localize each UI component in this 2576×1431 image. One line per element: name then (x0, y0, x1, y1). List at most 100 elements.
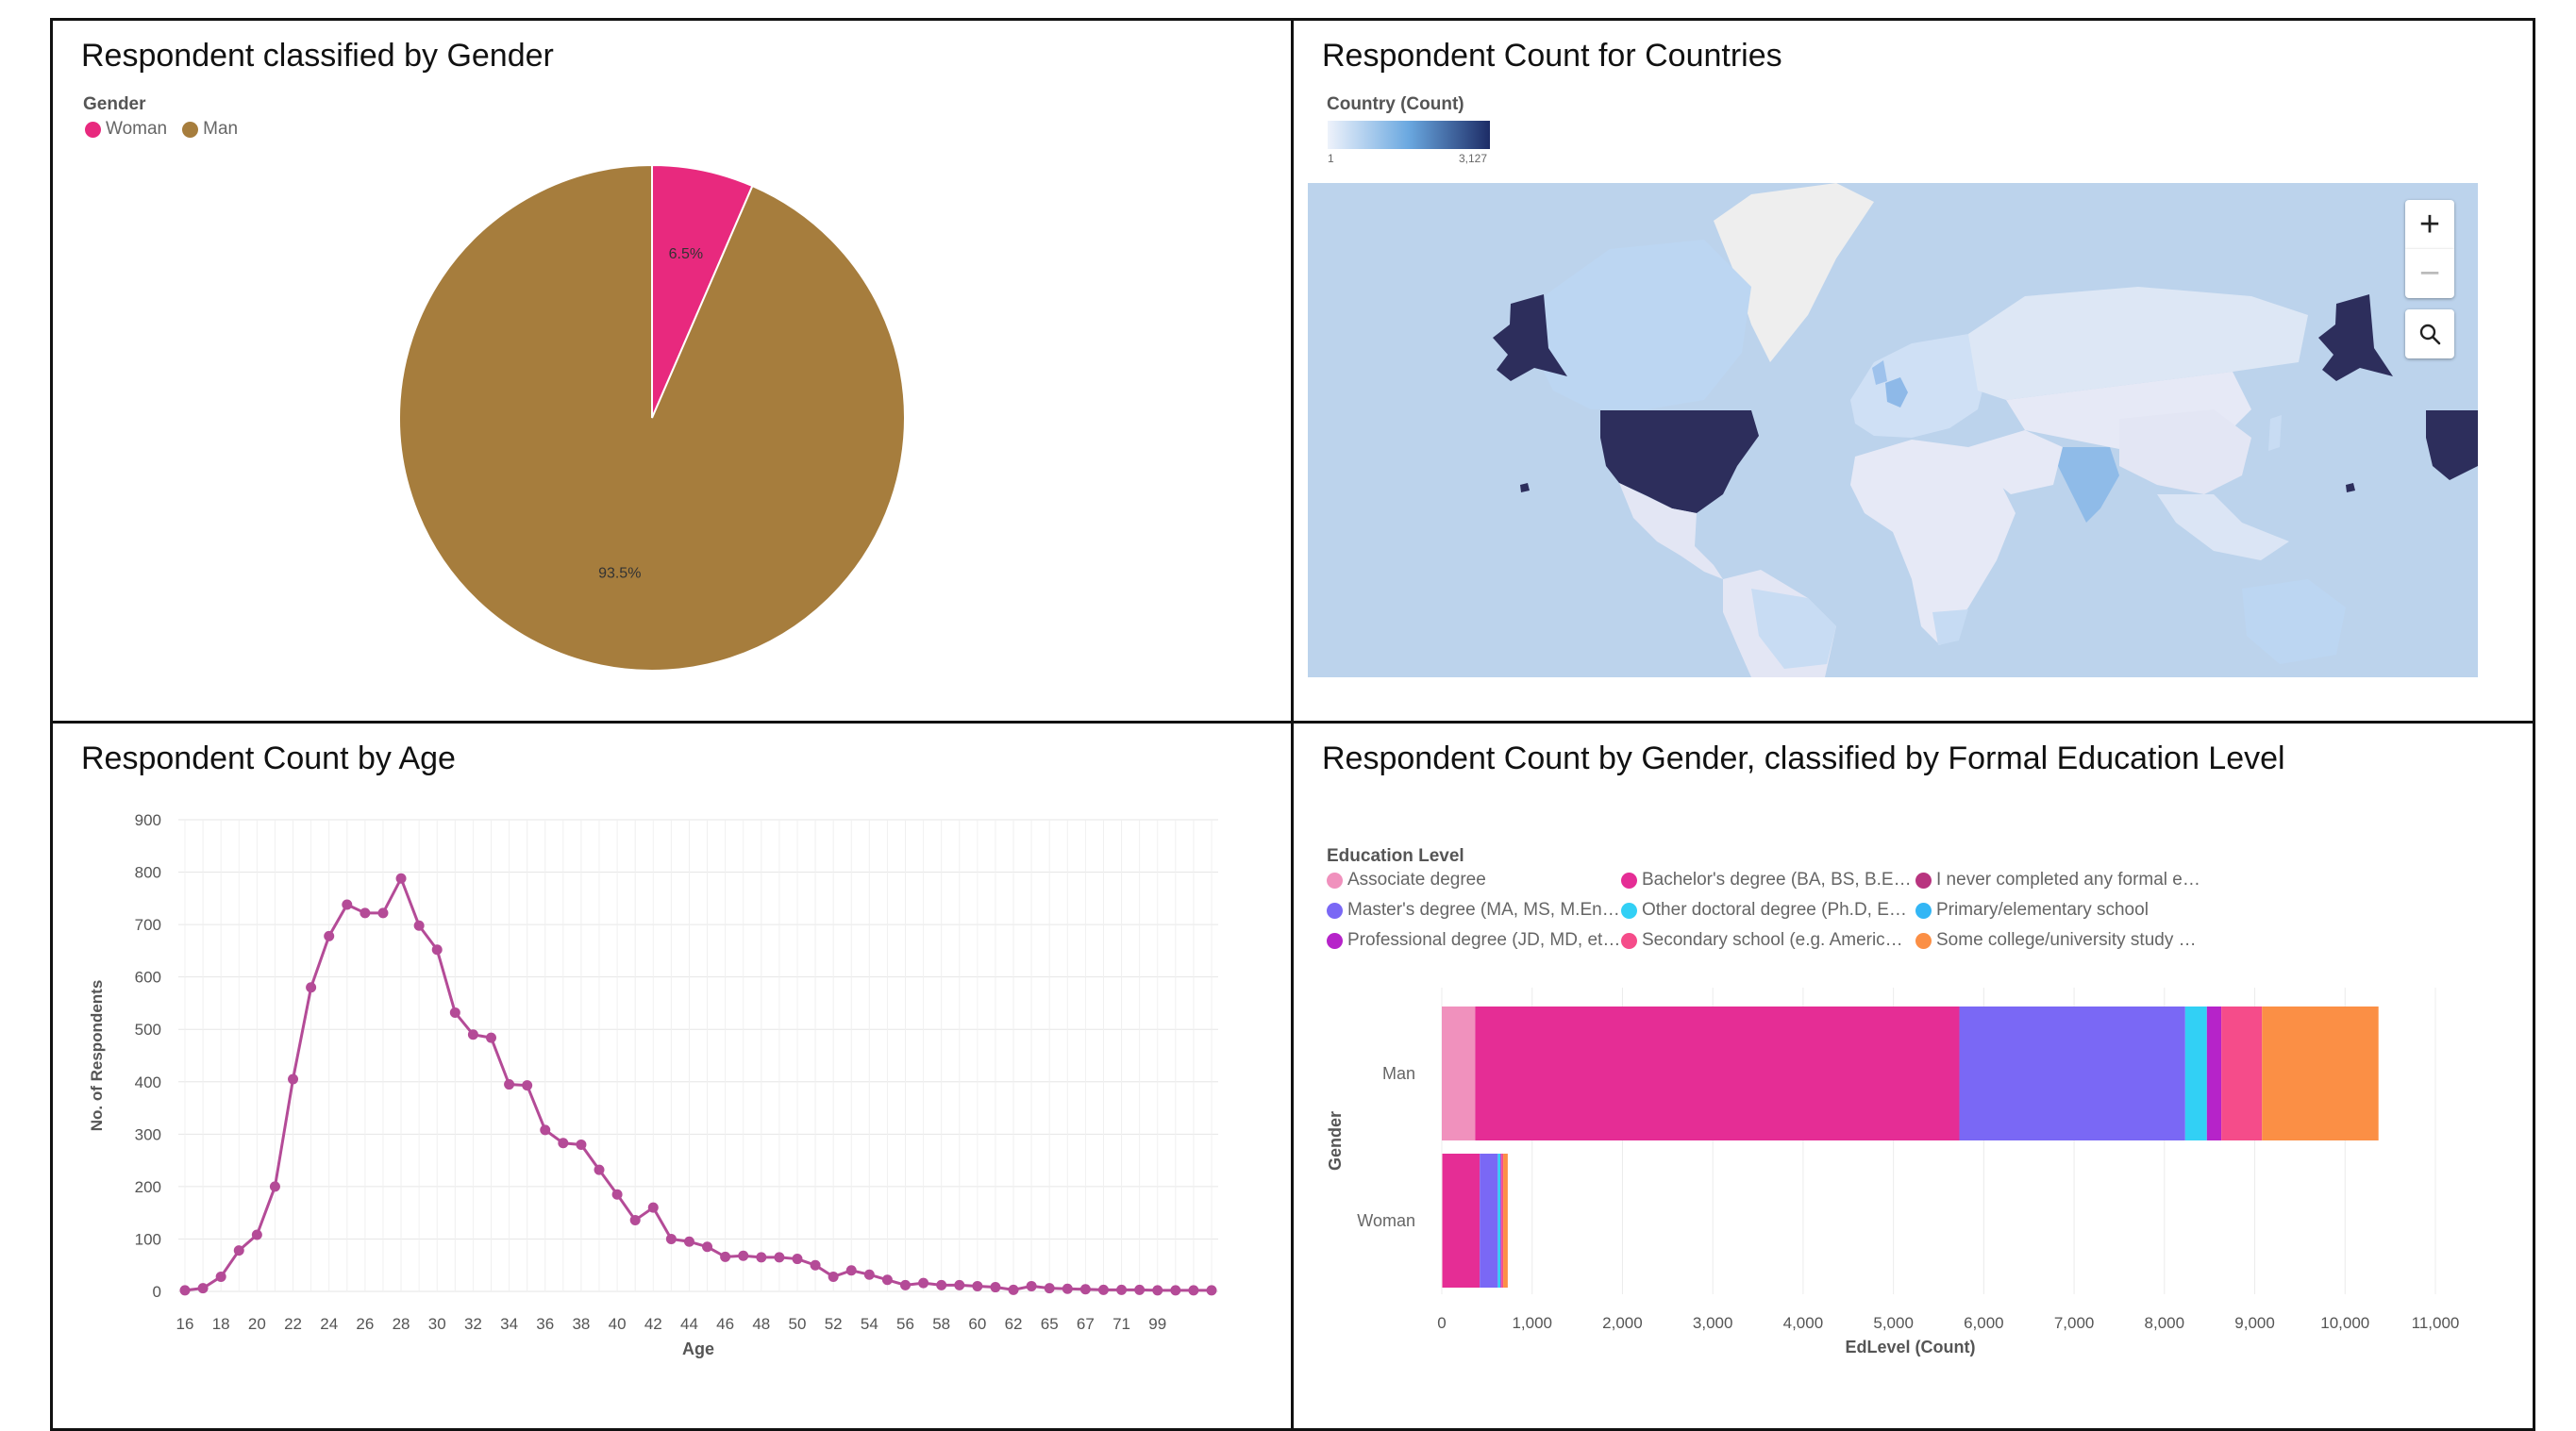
x-tick-label: 0 (1437, 1314, 1446, 1332)
age-data-point[interactable] (594, 1164, 605, 1175)
world-map-svg (1308, 183, 2478, 677)
age-data-point[interactable] (215, 1271, 226, 1282)
age-data-point[interactable] (900, 1279, 912, 1290)
age-data-point[interactable] (1079, 1284, 1091, 1295)
age-data-point[interactable] (756, 1252, 767, 1263)
age-data-point[interactable] (1097, 1284, 1109, 1295)
legend-label-man[interactable]: Man (203, 119, 239, 139)
map-search-button[interactable] (2405, 309, 2454, 358)
bar-segment[interactable] (1442, 1154, 1480, 1288)
bar-segment[interactable] (1959, 1007, 2185, 1140)
age-data-point[interactable] (702, 1241, 713, 1253)
age-data-point[interactable] (233, 1245, 244, 1256)
age-data-point[interactable] (1044, 1283, 1055, 1294)
bar-segment[interactable] (1503, 1154, 1508, 1288)
age-data-point[interactable] (395, 873, 407, 884)
bar-segment[interactable] (1480, 1154, 1498, 1288)
education-legend-item[interactable]: Associate degree (1327, 870, 1486, 890)
age-data-point[interactable] (611, 1189, 623, 1200)
bar-segment[interactable] (1442, 1007, 1476, 1140)
age-data-point[interactable] (413, 920, 425, 931)
pie-slice-woman[interactable] (651, 163, 754, 419)
x-tick-label: 40 (609, 1315, 627, 1333)
age-data-point[interactable] (990, 1282, 1001, 1293)
legend-swatch-woman (85, 121, 101, 138)
age-data-point[interactable] (269, 1181, 280, 1192)
age-data-point[interactable] (449, 1007, 460, 1018)
bar-segment[interactable] (2262, 1007, 2379, 1140)
education-legend-item[interactable]: Primary/elementary school (1915, 900, 2149, 921)
age-data-point[interactable] (863, 1269, 875, 1280)
bar-segment[interactable] (1500, 1154, 1502, 1288)
age-data-point[interactable] (504, 1079, 515, 1090)
age-data-point[interactable] (647, 1202, 659, 1213)
age-data-point[interactable] (431, 944, 443, 956)
age-data-point[interactable] (845, 1265, 857, 1276)
age-data-point[interactable] (810, 1259, 821, 1271)
bar-segment[interactable] (2206, 1007, 2222, 1140)
age-data-point[interactable] (1134, 1284, 1146, 1295)
education-legend-item[interactable]: Other doctoral degree (Ph.D, E… (1621, 900, 1907, 921)
europe-shape (1850, 334, 1987, 438)
age-data-point[interactable] (558, 1138, 569, 1149)
bar-segment[interactable] (1475, 1007, 1960, 1140)
education-legend-item[interactable]: I never completed any formal e… (1915, 870, 2200, 890)
age-data-point[interactable] (1206, 1285, 1217, 1296)
age-data-point[interactable] (683, 1236, 694, 1247)
age-data-point[interactable] (179, 1285, 191, 1296)
age-data-point[interactable] (738, 1250, 749, 1261)
age-data-point[interactable] (828, 1271, 839, 1282)
age-data-point[interactable] (540, 1124, 551, 1136)
age-data-point[interactable] (197, 1283, 209, 1294)
education-legend-item[interactable]: Bachelor's degree (BA, BS, B.E… (1621, 870, 1912, 890)
bar-segment[interactable] (2221, 1007, 2263, 1140)
age-data-point[interactable] (342, 899, 353, 910)
bar-segment[interactable] (1501, 1154, 1504, 1288)
age-data-point[interactable] (629, 1214, 641, 1225)
x-tick-label: 54 (861, 1315, 878, 1333)
age-panel: Respondent Count by Age 0 100 200 300 400 500… (53, 724, 1291, 1428)
age-data-point[interactable] (360, 907, 371, 919)
zoom-out-button[interactable]: − (2405, 249, 2454, 298)
age-data-point[interactable] (1188, 1285, 1199, 1296)
legend-label: Primary/elementary school (1936, 900, 2149, 920)
age-data-point[interactable] (288, 1073, 299, 1085)
bar-segment[interactable] (1497, 1154, 1501, 1288)
age-data-point[interactable] (377, 907, 389, 919)
age-data-point[interactable] (576, 1139, 587, 1150)
middle-east-shape (1968, 430, 2063, 494)
age-data-point[interactable] (1026, 1280, 1037, 1291)
age-data-point[interactable] (467, 1029, 478, 1040)
pie-slice-man[interactable] (398, 163, 906, 672)
education-legend-item[interactable]: Some college/university study … (1915, 930, 2197, 951)
age-data-point[interactable] (720, 1251, 731, 1262)
age-data-point[interactable] (251, 1229, 262, 1240)
age-data-point[interactable] (522, 1080, 533, 1091)
age-data-point[interactable] (1062, 1283, 1073, 1294)
age-data-point[interactable] (881, 1274, 893, 1286)
x-tick-label: 67 (1077, 1315, 1095, 1333)
age-data-point[interactable] (936, 1279, 947, 1290)
education-legend-item[interactable]: Professional degree (JD, MD, et… (1327, 930, 1620, 951)
age-data-point[interactable] (918, 1277, 929, 1289)
education-legend-item[interactable]: Master's degree (MA, MS, M.En… (1327, 900, 1620, 921)
age-data-point[interactable] (792, 1254, 803, 1265)
age-data-point[interactable] (324, 930, 335, 941)
legend-label-woman[interactable]: Woman (106, 119, 168, 139)
age-data-point[interactable] (306, 982, 317, 993)
age-data-point[interactable] (1152, 1285, 1163, 1296)
legend-swatch (1327, 902, 1343, 919)
age-data-point[interactable] (1170, 1285, 1181, 1296)
age-data-point[interactable] (665, 1233, 677, 1244)
world-map[interactable]: + − (1308, 183, 2478, 677)
zoom-in-button[interactable]: + (2405, 200, 2454, 249)
age-data-point[interactable] (485, 1032, 496, 1043)
bar-segment[interactable] (1442, 1154, 1443, 1288)
education-legend-item[interactable]: Secondary school (e.g. Americ… (1621, 930, 1903, 951)
age-data-point[interactable] (1116, 1284, 1128, 1295)
age-data-point[interactable] (972, 1280, 983, 1291)
age-data-point[interactable] (1008, 1284, 1019, 1295)
bar-segment[interactable] (2184, 1007, 2207, 1140)
age-data-point[interactable] (954, 1279, 965, 1290)
age-data-point[interactable] (774, 1252, 785, 1263)
